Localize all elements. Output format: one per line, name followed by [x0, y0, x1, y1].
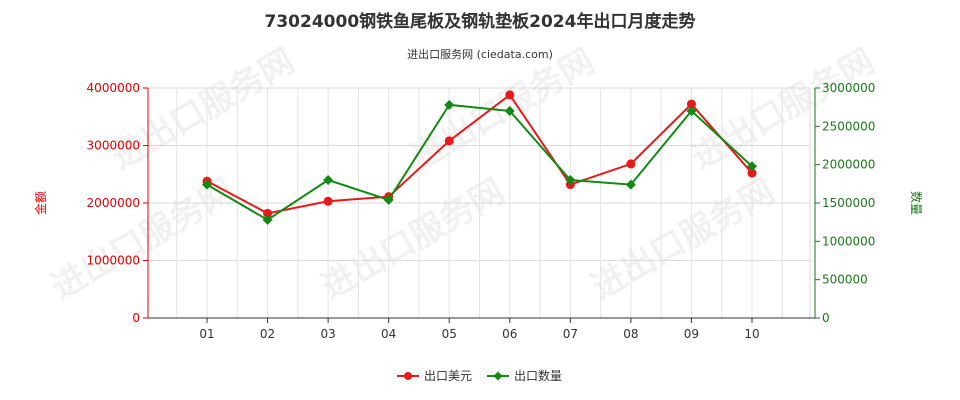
- series-point-export-usd: [323, 196, 333, 206]
- series-line-export-usd: [206, 93, 753, 215]
- series-point-export-usd: [505, 90, 515, 100]
- series-point-export-quantity: [565, 175, 576, 185]
- y-right-tick-label: 2000000: [822, 158, 875, 172]
- y-right-tick-label: 2500000: [822, 119, 875, 133]
- series-point-export-quantity: [383, 194, 394, 205]
- x-tick-label: 03: [320, 327, 335, 341]
- x-tick-label: 06: [502, 327, 517, 341]
- y-axis-left-label: 金额: [33, 191, 48, 215]
- x-tick-label: 10: [744, 327, 759, 341]
- series-point-export-quantity: [323, 175, 334, 185]
- series-point-export-quantity: [625, 179, 636, 190]
- series-point-export-usd: [444, 136, 454, 146]
- watermark-text: 进出口服务网: [105, 41, 302, 178]
- x-tick-label: 09: [684, 327, 699, 341]
- x-tick-label: 02: [260, 327, 275, 341]
- series-point-export-usd: [626, 159, 636, 169]
- y-right-tick-label: 1000000: [822, 234, 875, 248]
- watermark-text: 进出口服务网: [315, 171, 512, 308]
- legend: 出口美元 出口数量: [397, 368, 562, 383]
- y-left-tick-label: 2000000: [87, 196, 140, 210]
- series-point-export-quantity: [262, 214, 273, 225]
- series-point-export-usd: [263, 208, 273, 218]
- tick-labels: 0 1000000 2000000 3000000 4000000 0 500000 1000…: [87, 81, 876, 341]
- x-tick-label: 01: [199, 327, 214, 341]
- series-point-export-usd: [686, 99, 696, 109]
- y-right-tick-label: 1500000: [822, 196, 875, 210]
- series-point-export-usd: [747, 168, 757, 178]
- series-line-export-quantity: [206, 103, 753, 222]
- legend-swatch-marker: [493, 371, 503, 381]
- x-tick-label: 05: [442, 327, 457, 341]
- series-point-export-quantity: [686, 106, 697, 116]
- watermark-text: 进出口服务网: [45, 171, 242, 308]
- x-tick-label: 08: [623, 327, 638, 341]
- y-right-tick-label: 0: [822, 311, 830, 325]
- series-layer: [202, 90, 757, 225]
- y-left-tick-label: 4000000: [87, 81, 140, 95]
- series-point-export-quantity: [747, 161, 757, 172]
- series-point-export-quantity: [202, 179, 212, 190]
- y-left-tick-label: 0: [132, 311, 140, 325]
- series-point-export-quantity: [444, 99, 455, 110]
- legend-entry-label: 出口数量: [514, 368, 562, 383]
- chart-title: 73024000钢铁鱼尾板及钢轨垫板2024年出口月度走势: [265, 11, 696, 32]
- y-right-tick-label: 3000000: [822, 81, 875, 95]
- chart-subtitle: 进出口服务网 (ciedata.com): [407, 47, 553, 61]
- series-point-export-quantity: [504, 106, 515, 116]
- y-left-tick-label: 1000000: [87, 254, 140, 268]
- y-left-tick-label: 3000000: [87, 139, 140, 153]
- y-axis-right-label: 数量: [909, 191, 924, 215]
- y-right-tick-label: 500000: [822, 273, 868, 287]
- legend-swatch-marker: [404, 372, 412, 380]
- x-tick-label: 07: [563, 327, 578, 341]
- x-tick-label: 04: [381, 327, 396, 341]
- legend-entry-label: 出口美元: [424, 369, 472, 383]
